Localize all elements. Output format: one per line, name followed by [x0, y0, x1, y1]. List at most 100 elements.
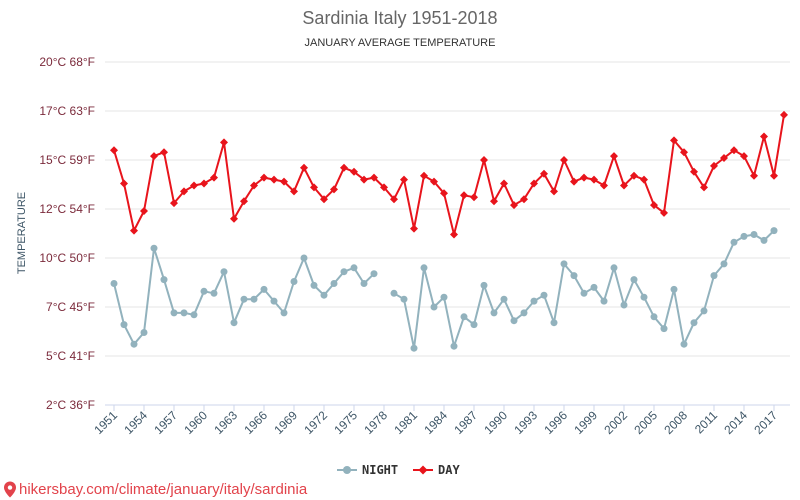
- night-point-2003: [630, 276, 638, 284]
- day-point-1996: [560, 156, 568, 164]
- night-point-1976: [360, 280, 368, 287]
- day-point-1982: [420, 171, 428, 180]
- day-point-2014: [740, 152, 748, 161]
- night-point-1957: [170, 309, 178, 317]
- night-point-1986: [460, 313, 468, 321]
- x-tick-label: 1951: [91, 408, 120, 437]
- legend-day-diamond-icon: [418, 465, 428, 475]
- night-point-1989: [490, 309, 498, 317]
- y-tick-label: 7°C 45°F: [46, 300, 95, 314]
- day-point-1998: [580, 173, 588, 182]
- legend-night-label: NIGHT: [362, 463, 398, 477]
- plot-series: [110, 110, 788, 352]
- day-point-1972: [320, 195, 328, 204]
- series-night: [110, 227, 778, 352]
- night-point-1980: [400, 295, 408, 303]
- day-point-1964: [240, 197, 248, 206]
- day-point-1960: [200, 179, 208, 188]
- day-point-1961: [210, 173, 218, 182]
- day-point-1986: [460, 191, 468, 200]
- y-tick-label: 12°C 54°F: [39, 202, 95, 216]
- day-point-1975: [350, 167, 358, 176]
- night-point-1985: [450, 342, 458, 350]
- day-point-1951: [110, 146, 118, 155]
- night-point-1973: [330, 280, 338, 287]
- x-tick-label: 2014: [721, 408, 750, 437]
- night-point-1996: [560, 260, 568, 268]
- x-tick-label: 1957: [151, 408, 180, 437]
- x-tick-label: 1972: [301, 408, 330, 437]
- day-point-2016: [760, 132, 768, 141]
- night-point-1962: [220, 268, 228, 276]
- night-point-1970: [300, 254, 308, 262]
- day-point-1971: [310, 183, 318, 192]
- x-tick-label: 2017: [751, 408, 780, 437]
- night-point-1968: [280, 309, 288, 317]
- day-point-1965: [250, 181, 258, 190]
- night-point-2007: [670, 285, 678, 293]
- night-point-1991: [510, 317, 518, 325]
- night-point-1956: [160, 276, 168, 284]
- day-point-2000: [600, 181, 608, 190]
- legend-item-night[interactable]: NIGHT: [337, 463, 398, 477]
- night-point-1964: [240, 295, 248, 303]
- night-point-1995: [550, 319, 558, 327]
- day-point-1995: [550, 187, 558, 196]
- day-point-2007: [670, 136, 678, 145]
- day-point-1977: [370, 173, 378, 182]
- day-point-1959: [190, 181, 198, 190]
- day-point-2012: [720, 154, 728, 162]
- night-point-2010: [700, 307, 708, 315]
- x-tick-label: 2005: [631, 408, 660, 437]
- night-point-2017: [770, 227, 778, 235]
- night-point-1965: [250, 295, 258, 303]
- night-point-2004: [640, 293, 648, 301]
- day-point-1974: [340, 163, 348, 172]
- y-tick-label: 20°C 68°F: [39, 55, 95, 69]
- day-point-1970: [300, 163, 308, 172]
- night-point-1951: [110, 280, 118, 287]
- day-point-1984: [440, 189, 448, 198]
- night-point-1960: [200, 287, 208, 295]
- y-tick-labels: 20°C 68°F 17°C 63°F 15°C 59°F 12°C 54°F 10°C…: [39, 55, 95, 412]
- day-point-1953: [130, 226, 138, 235]
- day-point-1967: [270, 175, 278, 184]
- day-point-1969: [290, 187, 298, 196]
- day-point-1952: [120, 179, 128, 188]
- location-pin-icon: [4, 481, 16, 498]
- day-point-1988: [480, 156, 488, 164]
- day-point-2017: [770, 171, 778, 180]
- x-tick-label: 2002: [601, 408, 630, 437]
- day-point-1968: [280, 177, 288, 186]
- day-point-1956: [160, 148, 168, 157]
- y-tick-label: 15°C 59°F: [39, 153, 95, 167]
- night-point-1997: [570, 272, 578, 280]
- footer-watermark: hikersbay.com/climate/january/italy/sard…: [4, 481, 308, 498]
- day-point-1966: [260, 173, 268, 182]
- legend-item-day[interactable]: DAY: [413, 463, 460, 477]
- night-point-1958: [180, 309, 188, 317]
- night-point-1961: [210, 289, 218, 297]
- night-point-2012: [720, 260, 728, 268]
- x-tick-label: 2008: [661, 408, 690, 437]
- night-point-1987: [470, 321, 478, 329]
- night-point-1990: [500, 295, 508, 303]
- y-tick-label: 10°C 50°F: [39, 251, 95, 265]
- day-point-2004: [640, 175, 648, 184]
- night-point-2000: [600, 297, 608, 305]
- night-point-2005: [650, 313, 658, 321]
- day-point-1978: [380, 183, 388, 192]
- day-point-2011: [710, 161, 718, 170]
- day-point-1999: [590, 175, 598, 184]
- night-point-1969: [290, 278, 298, 285]
- day-point-2018: [780, 110, 788, 119]
- x-tick-label: 1978: [361, 408, 390, 437]
- day-point-2006: [660, 208, 668, 217]
- night-point-1988: [480, 281, 488, 289]
- night-point-2011: [710, 272, 718, 280]
- night-point-1975: [350, 264, 358, 272]
- day-point-2005: [650, 201, 658, 210]
- day-point-1987: [470, 193, 478, 202]
- night-point-2006: [660, 325, 668, 333]
